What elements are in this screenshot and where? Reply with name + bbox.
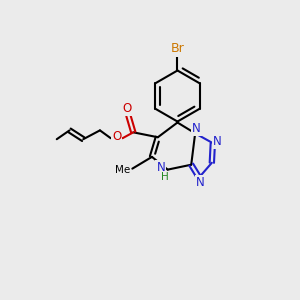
Text: N: N bbox=[156, 161, 165, 174]
Text: Br: Br bbox=[171, 42, 184, 56]
Text: N: N bbox=[192, 122, 200, 135]
Text: O: O bbox=[112, 130, 121, 143]
Text: N: N bbox=[213, 135, 222, 148]
Text: O: O bbox=[123, 102, 132, 115]
Text: N: N bbox=[196, 176, 204, 189]
Text: H: H bbox=[161, 172, 169, 182]
Text: Me: Me bbox=[115, 165, 130, 175]
